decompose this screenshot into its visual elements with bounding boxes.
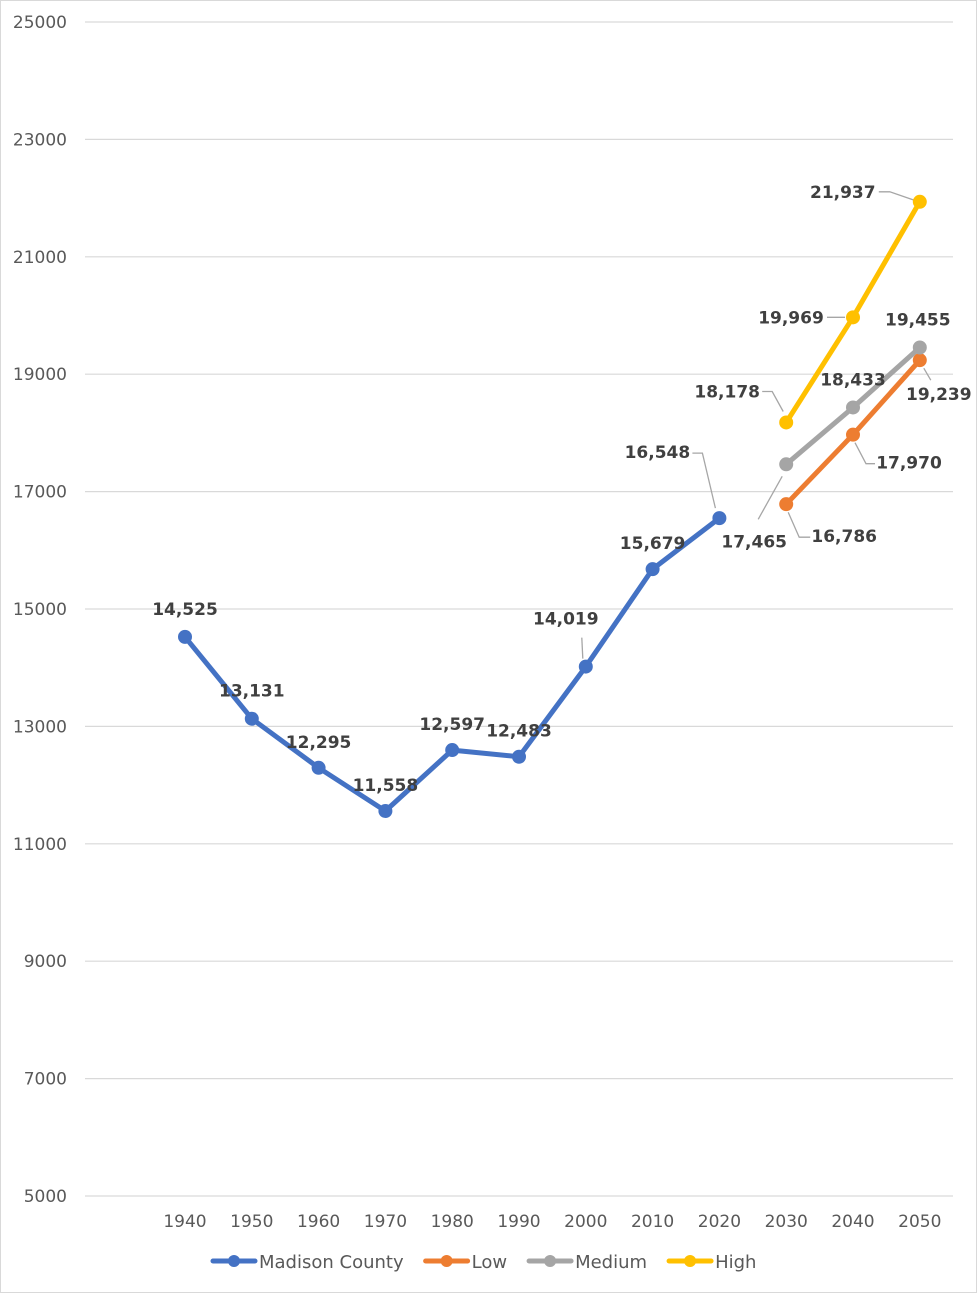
legend-swatch-marker	[228, 1255, 240, 1267]
madison-county-leader-line	[581, 637, 584, 659]
madison-county-data-label: 13,131	[219, 682, 285, 702]
x-tick-label: 2000	[564, 1212, 607, 1232]
data-labels: 14,525 13,131 12,295 11,558 12,597 12,483 14,0…	[152, 183, 971, 796]
legend-label: Medium	[575, 1252, 647, 1273]
madison-county-data-label: 12,483	[486, 722, 552, 742]
y-axis-tick-labels: 5000 7000 9000 11000 13000 15000 17000 19000 210…	[13, 13, 67, 1207]
madison-county-leader-line	[692, 452, 717, 509]
data-label-leader-lines	[581, 191, 932, 659]
legend-swatch-marker	[440, 1255, 453, 1267]
high-point	[846, 310, 860, 325]
medium-data-label: 19,455	[885, 310, 951, 330]
x-tick-label: 2010	[631, 1212, 674, 1232]
madison-county-data-label: 16,548	[625, 443, 691, 463]
legend-item-madison-county: Madison County	[210, 1252, 404, 1273]
y-tick-label: 15000	[13, 600, 67, 620]
x-tick-label: 1980	[431, 1212, 474, 1232]
gridlines	[85, 21, 953, 1197]
low-leader-line	[923, 367, 932, 381]
medium-leader-line	[757, 475, 783, 520]
low-point	[846, 427, 860, 442]
madison-county-line	[182, 515, 722, 814]
y-tick-label: 23000	[13, 130, 67, 150]
madison-county-point	[178, 629, 192, 644]
medium-data-label: 17,465	[721, 532, 787, 552]
x-tick-label: 1950	[230, 1212, 273, 1232]
series-lines	[182, 199, 923, 814]
madison-county-point	[311, 760, 326, 775]
medium-point	[912, 340, 927, 355]
madison-county-point	[445, 743, 460, 758]
legend-swatch-marker	[684, 1255, 697, 1267]
madison-county-point	[578, 659, 593, 674]
medium-point	[846, 400, 860, 415]
high-point	[779, 415, 794, 430]
madison-county-point	[378, 804, 393, 819]
low-leader-line	[787, 511, 811, 538]
y-tick-label: 21000	[13, 248, 67, 268]
legend-item-high: High	[666, 1252, 756, 1273]
y-tick-label: 13000	[13, 717, 67, 737]
high-leader-line	[878, 191, 917, 202]
high-data-label: 21,937	[810, 183, 876, 203]
medium-point	[779, 457, 794, 472]
x-tick-label: 1990	[497, 1212, 540, 1232]
madison-county-data-label: 14,019	[533, 610, 599, 630]
madison-county-point	[244, 711, 259, 726]
medium-data-label: 18,433	[820, 370, 886, 390]
y-tick-label: 9000	[24, 952, 67, 972]
series-points	[178, 194, 927, 819]
madison-county-point	[645, 562, 660, 577]
y-tick-label: 17000	[13, 483, 67, 503]
y-tick-label: 19000	[13, 365, 67, 385]
y-tick-label: 7000	[24, 1070, 67, 1090]
y-tick-label: 11000	[13, 835, 67, 855]
x-tick-label: 2020	[698, 1212, 741, 1232]
x-tick-label: 1970	[364, 1212, 407, 1232]
y-tick-label: 5000	[24, 1187, 67, 1207]
legend-item-low: Low	[423, 1252, 507, 1273]
high-data-label: 19,969	[758, 308, 824, 328]
low-data-label: 17,970	[876, 454, 942, 474]
y-tick-label: 25000	[13, 13, 67, 33]
low-data-label: 19,239	[906, 385, 972, 405]
madison-county-point	[512, 749, 526, 764]
low-point	[912, 353, 927, 368]
high-point	[912, 194, 927, 209]
low-data-label: 16,786	[811, 527, 877, 547]
x-tick-label: 2030	[765, 1212, 808, 1232]
madison-county-point	[712, 511, 727, 526]
madison-county-data-label: 12,295	[286, 733, 352, 753]
legend-label: High	[715, 1252, 756, 1273]
x-tick-label: 1940	[163, 1212, 206, 1232]
high-leader-line	[762, 390, 784, 412]
legend-label: Madison County	[259, 1252, 404, 1273]
madison-county-data-label: 15,679	[620, 534, 686, 554]
x-axis-tick-labels: 1940 1950 1960 1970 1980 1990 2000 2010 2020 2030…	[163, 1212, 941, 1232]
legend: Madison County Low Medium High	[210, 1252, 756, 1273]
x-tick-label: 2050	[898, 1212, 941, 1232]
x-tick-label: 2040	[831, 1212, 874, 1232]
low-leader-line	[854, 442, 875, 465]
legend-label: Low	[472, 1252, 507, 1273]
legend-item-medium: Medium	[526, 1252, 647, 1273]
high-data-label: 18,178	[694, 382, 760, 402]
legend-swatch-marker	[544, 1255, 557, 1267]
madison-county-data-label: 12,597	[419, 715, 485, 735]
low-point	[779, 497, 794, 512]
madison-county-data-label: 11,558	[353, 776, 419, 796]
madison-county-data-label: 14,525	[152, 600, 218, 620]
x-tick-label: 1960	[297, 1212, 340, 1232]
